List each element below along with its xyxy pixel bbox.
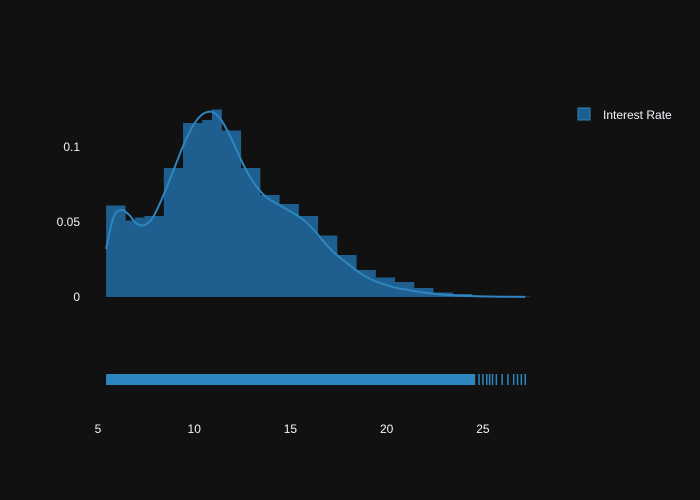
x-tick-label: 15 <box>284 422 298 436</box>
histogram-bar <box>106 205 126 297</box>
legend-label-interest-rate[interactable]: Interest Rate <box>603 108 672 122</box>
histogram-bar <box>260 195 280 297</box>
x-tick-label: 25 <box>476 422 490 436</box>
histogram-bars <box>106 109 530 297</box>
histogram-bar <box>202 120 213 297</box>
y-tick-label: 0.05 <box>57 215 81 229</box>
histogram-bar <box>211 109 222 297</box>
x-tick-label: 5 <box>95 422 102 436</box>
rug-plot <box>106 374 526 385</box>
x-axis-tick-labels: 5 10 15 20 25 <box>95 422 490 436</box>
histogram-bar <box>163 168 184 297</box>
legend[interactable]: Interest Rate <box>577 107 672 122</box>
y-tick-label: 0 <box>73 290 80 304</box>
histogram-bar <box>144 216 165 297</box>
histogram-bar <box>240 168 261 297</box>
histogram-bar <box>183 123 203 297</box>
histogram-bar <box>337 255 357 297</box>
histogram-bar <box>221 130 242 297</box>
histogram-bar <box>125 220 136 297</box>
kde-curve <box>105 110 526 298</box>
x-tick-label: 10 <box>188 422 202 436</box>
x-tick-label: 20 <box>380 422 394 436</box>
rug-dense-band <box>106 374 476 385</box>
histogram-bar <box>279 204 299 297</box>
kde-curve-layer <box>105 110 526 298</box>
histogram-bar <box>298 216 319 297</box>
histogram-bar <box>134 217 145 297</box>
histogram-bar <box>356 270 376 297</box>
legend-swatch[interactable] <box>577 107 591 121</box>
y-tick-label: 0.1 <box>63 140 80 154</box>
y-axis-tick-labels: 0 0.05 0.1 <box>57 140 81 304</box>
